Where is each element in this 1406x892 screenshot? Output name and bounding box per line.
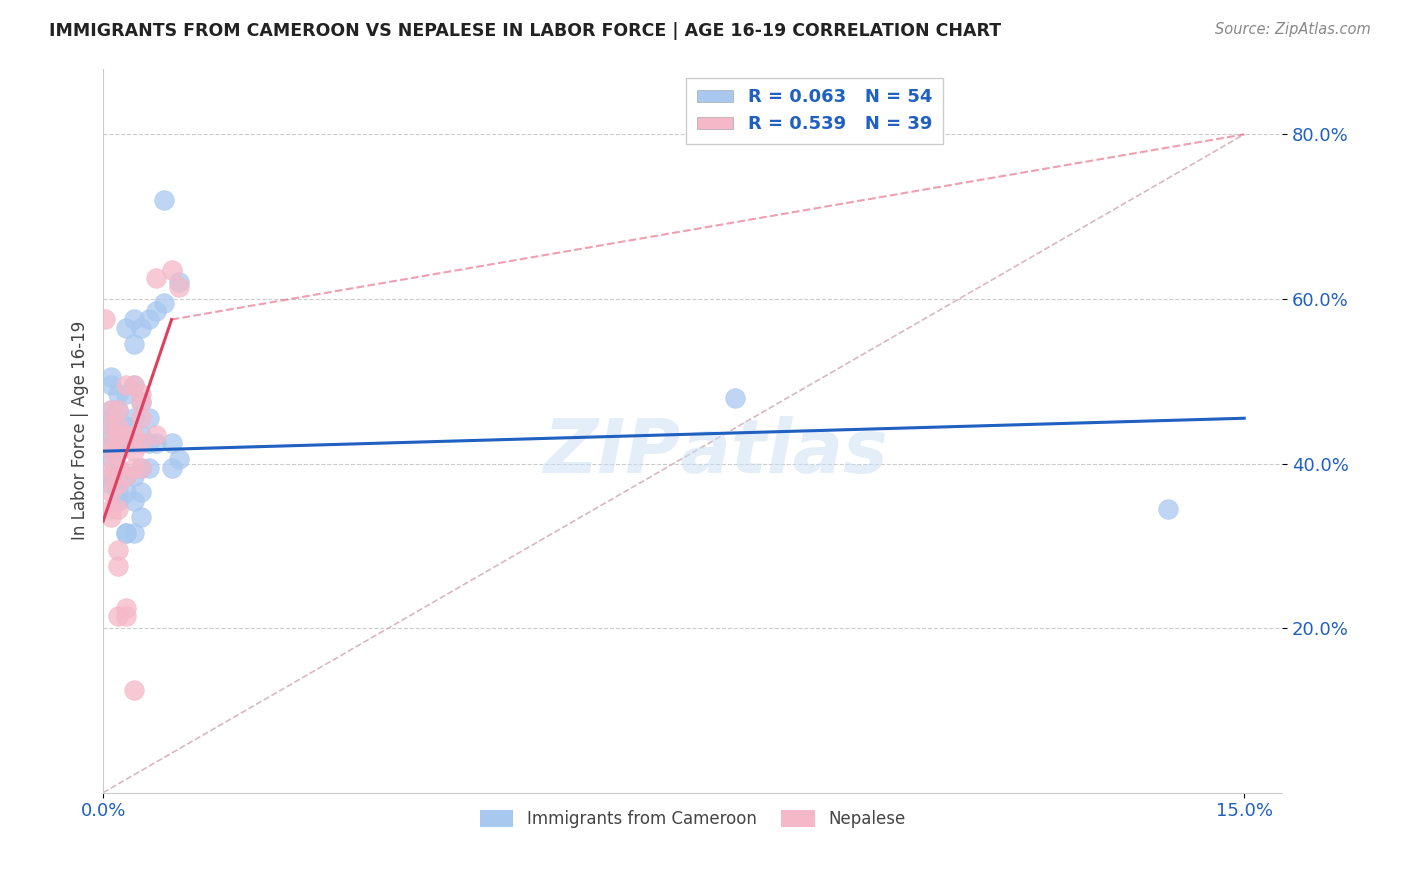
Point	[138, 312, 160, 326]
Point	[100, 510, 122, 524]
Point	[138, 436, 160, 450]
Point	[100, 403, 122, 417]
Point	[160, 263, 183, 277]
Point	[129, 460, 152, 475]
Point	[107, 444, 129, 458]
Point	[122, 468, 145, 483]
Point	[122, 460, 145, 475]
Point	[129, 436, 152, 450]
Point	[122, 682, 145, 697]
Point	[107, 403, 129, 417]
Point	[107, 485, 129, 500]
Point	[94, 312, 117, 326]
Point	[115, 468, 138, 483]
Point	[107, 493, 129, 508]
Point	[107, 444, 129, 458]
Point	[145, 427, 167, 442]
Point	[100, 460, 122, 475]
Point	[100, 419, 122, 434]
Point	[100, 403, 122, 417]
Point	[100, 477, 122, 491]
Point	[100, 501, 122, 516]
Point	[129, 510, 152, 524]
Point	[122, 337, 145, 351]
Point	[100, 370, 122, 384]
Point	[167, 452, 190, 467]
Point	[122, 427, 145, 442]
Point	[145, 271, 167, 285]
Point	[107, 460, 129, 475]
Point	[153, 193, 176, 207]
Point	[107, 403, 129, 417]
Point	[1157, 501, 1180, 516]
Point	[129, 320, 152, 334]
Text: ZIP​atlas: ZIP​atlas	[544, 416, 889, 489]
Point	[107, 427, 129, 442]
Point	[115, 436, 138, 450]
Point	[145, 436, 167, 450]
Point	[138, 460, 160, 475]
Point	[107, 436, 129, 450]
Point	[107, 419, 129, 434]
Point	[167, 279, 190, 293]
Point	[160, 460, 183, 475]
Point	[167, 276, 190, 290]
Point	[145, 304, 167, 318]
Legend: Immigrants from Cameroon, Nepalese: Immigrants from Cameroon, Nepalese	[474, 804, 912, 835]
Point	[122, 411, 145, 425]
Point	[129, 460, 152, 475]
Text: IMMIGRANTS FROM CAMEROON VS NEPALESE IN LABOR FORCE | AGE 16-19 CORRELATION CHAR: IMMIGRANTS FROM CAMEROON VS NEPALESE IN …	[49, 22, 1001, 40]
Point	[129, 394, 152, 409]
Text: Source: ZipAtlas.com: Source: ZipAtlas.com	[1215, 22, 1371, 37]
Point	[107, 419, 129, 434]
Point	[115, 485, 138, 500]
Point	[115, 526, 138, 541]
Point	[122, 378, 145, 392]
Point	[122, 526, 145, 541]
Point	[107, 386, 129, 401]
Point	[160, 436, 183, 450]
Point	[129, 386, 152, 401]
Point	[100, 378, 122, 392]
Point	[115, 608, 138, 623]
Point	[107, 477, 129, 491]
Point	[115, 378, 138, 392]
Point	[129, 427, 152, 442]
Point	[122, 444, 145, 458]
Point	[115, 419, 138, 434]
Point	[723, 391, 745, 405]
Point	[107, 542, 129, 557]
Point	[129, 485, 152, 500]
Point	[115, 600, 138, 615]
Point	[107, 501, 129, 516]
Point	[129, 411, 152, 425]
Point	[107, 559, 129, 574]
Point	[100, 419, 122, 434]
Point	[100, 436, 122, 450]
Point	[96, 440, 118, 454]
Point	[107, 608, 129, 623]
Point	[115, 320, 138, 334]
Point	[122, 436, 145, 450]
Point	[100, 452, 122, 467]
Point	[122, 493, 145, 508]
Point	[100, 427, 122, 442]
Point	[115, 526, 138, 541]
Point	[122, 312, 145, 326]
Point	[115, 427, 138, 442]
Y-axis label: In Labor Force | Age 16-19: In Labor Force | Age 16-19	[72, 321, 89, 541]
Point	[100, 444, 122, 458]
Point	[107, 468, 129, 483]
Point	[115, 386, 138, 401]
Point	[100, 485, 122, 500]
Point	[122, 378, 145, 392]
Point	[138, 411, 160, 425]
Point	[100, 468, 122, 483]
Point	[153, 296, 176, 310]
Point	[100, 411, 122, 425]
Point	[129, 394, 152, 409]
Point	[100, 468, 122, 483]
Point	[115, 468, 138, 483]
